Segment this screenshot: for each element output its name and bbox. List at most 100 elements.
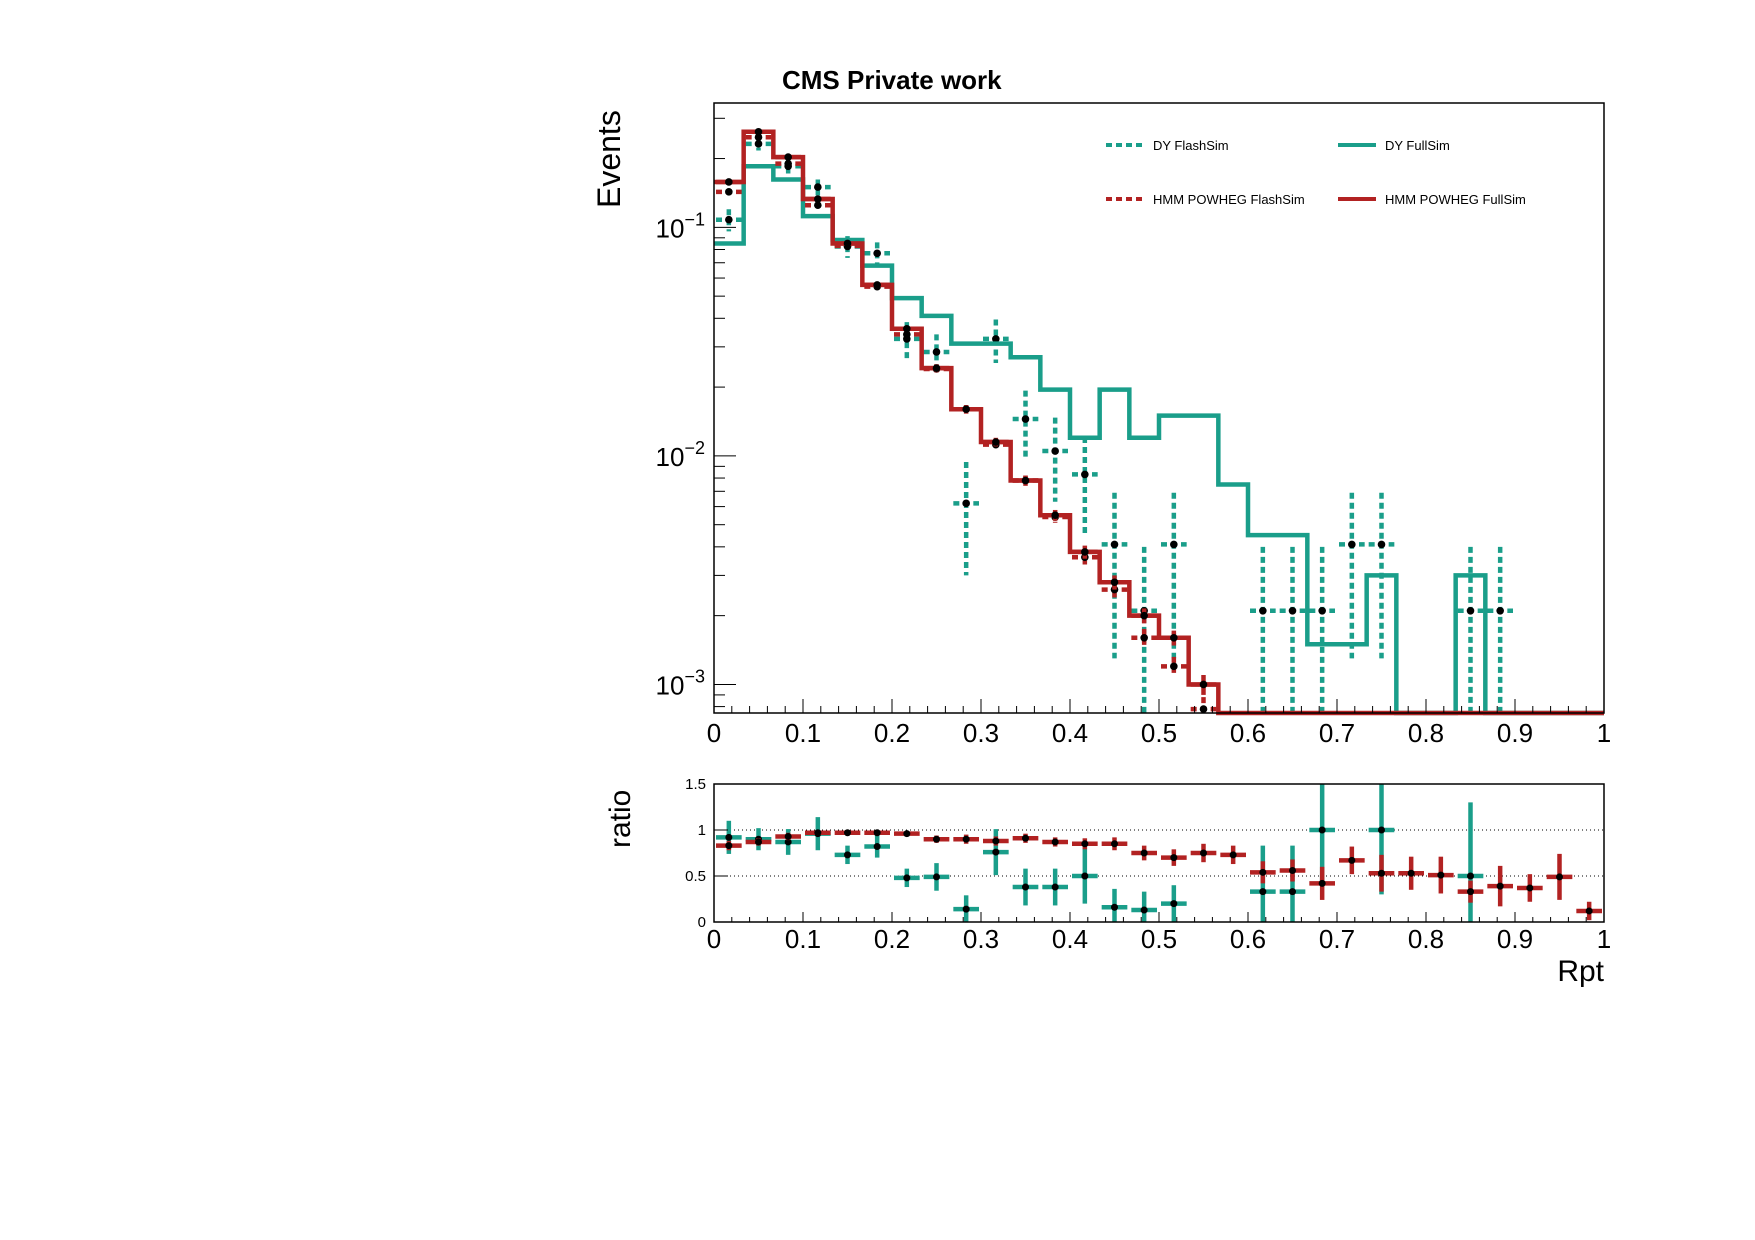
legend-item-dy-flashsim: DY FlashSim (1106, 138, 1229, 153)
data-point (1042, 417, 1068, 502)
x-tick-label: 0.8 (1408, 924, 1444, 954)
ratio-point-hmm (1220, 845, 1246, 865)
ratio-point-dy (1101, 888, 1128, 922)
data-point (1190, 674, 1217, 695)
data-point (953, 462, 979, 576)
point-marker (1081, 548, 1089, 556)
y-tick-label: 10−2 (656, 438, 705, 472)
ratio-marker (844, 829, 851, 837)
data-point (1072, 436, 1098, 536)
ratio-point-dy (923, 863, 950, 891)
data-point (1161, 492, 1187, 659)
data-point (894, 324, 920, 333)
ratio-marker (962, 835, 970, 843)
ratio-marker (903, 874, 911, 882)
ratio-point-dy (983, 829, 1009, 876)
data-point (805, 201, 831, 209)
point-marker (754, 127, 763, 136)
ratio-point-hmm (1428, 856, 1454, 894)
ratio-point-hmm (953, 834, 979, 844)
x-tick-label: 0.7 (1319, 924, 1355, 954)
point-marker (814, 201, 822, 209)
point-marker (1021, 476, 1030, 485)
data-point (1131, 628, 1157, 648)
ratio-point-hmm (983, 836, 1009, 846)
data-point (1101, 575, 1128, 590)
ratio-point-hmm (1368, 854, 1395, 892)
ratio-marker (1407, 869, 1415, 877)
point-marker (1170, 633, 1178, 642)
ratio-point-hmm (775, 832, 801, 841)
point-marker (1466, 607, 1475, 615)
y-tick-label: 10−1 (656, 209, 705, 243)
point-marker (903, 330, 911, 339)
ratio-marker (1140, 906, 1148, 914)
ratio-point-dy (1131, 891, 1157, 922)
x-tick-label: 0.7 (1319, 718, 1355, 748)
ratio-y-tick-label: 1 (698, 822, 706, 839)
ratio-point-dy (1161, 885, 1187, 922)
data-point (1131, 608, 1157, 624)
ratio-point-dy (864, 835, 890, 858)
point-marker (1021, 415, 1030, 423)
ratio-y-tick-label: 0 (698, 914, 706, 931)
data-point (716, 188, 742, 196)
data-point (716, 178, 742, 186)
x-tick-label: 0.2 (874, 718, 910, 748)
x-tick-label: 0.9 (1497, 718, 1533, 748)
ratio-point-dy (834, 845, 861, 865)
ratio-point-hmm (1042, 837, 1068, 847)
ratio-marker (1170, 854, 1178, 862)
ratio-marker (755, 838, 762, 846)
point-marker (725, 215, 733, 224)
ratio-point-hmm (1190, 843, 1217, 863)
point-marker (932, 364, 941, 372)
point-marker (814, 183, 822, 191)
ratio-point-hmm (1309, 866, 1335, 900)
x-tick-label: 0.8 (1408, 718, 1444, 748)
ratio-point-hmm (1398, 856, 1424, 890)
legend-label: HMM POWHEG FullSim (1385, 192, 1526, 207)
legend-label: DY FlashSim (1153, 138, 1229, 153)
ratio-point-hmm (1487, 865, 1513, 907)
ratio-point-hmm (1250, 861, 1276, 884)
point-marker (843, 239, 852, 248)
point-marker (1288, 607, 1297, 615)
ratio-marker (1496, 882, 1504, 890)
ratio-marker (903, 830, 911, 838)
ratio-marker (725, 842, 733, 850)
ratio-y-axis-label: ratio (604, 790, 637, 848)
data-point (834, 239, 861, 248)
x-tick-label: 1 (1597, 718, 1611, 748)
point-marker (1348, 540, 1356, 549)
ratio-marker (1289, 866, 1296, 874)
x-tick-label: 0.1 (785, 718, 821, 748)
x-tick-label: 0.5 (1141, 718, 1177, 748)
x-tick-label: 0.5 (1141, 924, 1177, 954)
data-point (1487, 546, 1513, 713)
data-point (1339, 492, 1365, 659)
ratio-point-hmm (1101, 837, 1128, 851)
ratio-point-hmm (1279, 859, 1306, 882)
ratio-point-dy (953, 895, 979, 922)
main-plot-area: 0 0.1 0.2 0.3 0.4 0.5 0.6 0.7 0.8 0.9 1 10−1 10−2 10−… (656, 102, 1611, 748)
data-point (953, 404, 979, 414)
ratio-marker (1140, 849, 1148, 857)
ratio-marker (1081, 872, 1089, 880)
ratio-point-hmm (1517, 874, 1543, 902)
point-marker (814, 195, 822, 203)
point-marker (1140, 611, 1148, 620)
point-marker (725, 188, 733, 196)
ratio-marker (1318, 826, 1326, 834)
ratio-marker (1467, 888, 1474, 896)
ratio-point-hmm (745, 838, 772, 846)
data-point (716, 209, 742, 232)
point-marker (754, 140, 763, 148)
ratio-marker (1111, 840, 1118, 848)
point-marker (873, 249, 881, 258)
ratio-marker (992, 848, 1000, 856)
point-marker (1051, 511, 1059, 520)
ratio-marker (1111, 903, 1118, 911)
point-marker (873, 281, 881, 289)
ratio-point-hmm (923, 835, 950, 843)
